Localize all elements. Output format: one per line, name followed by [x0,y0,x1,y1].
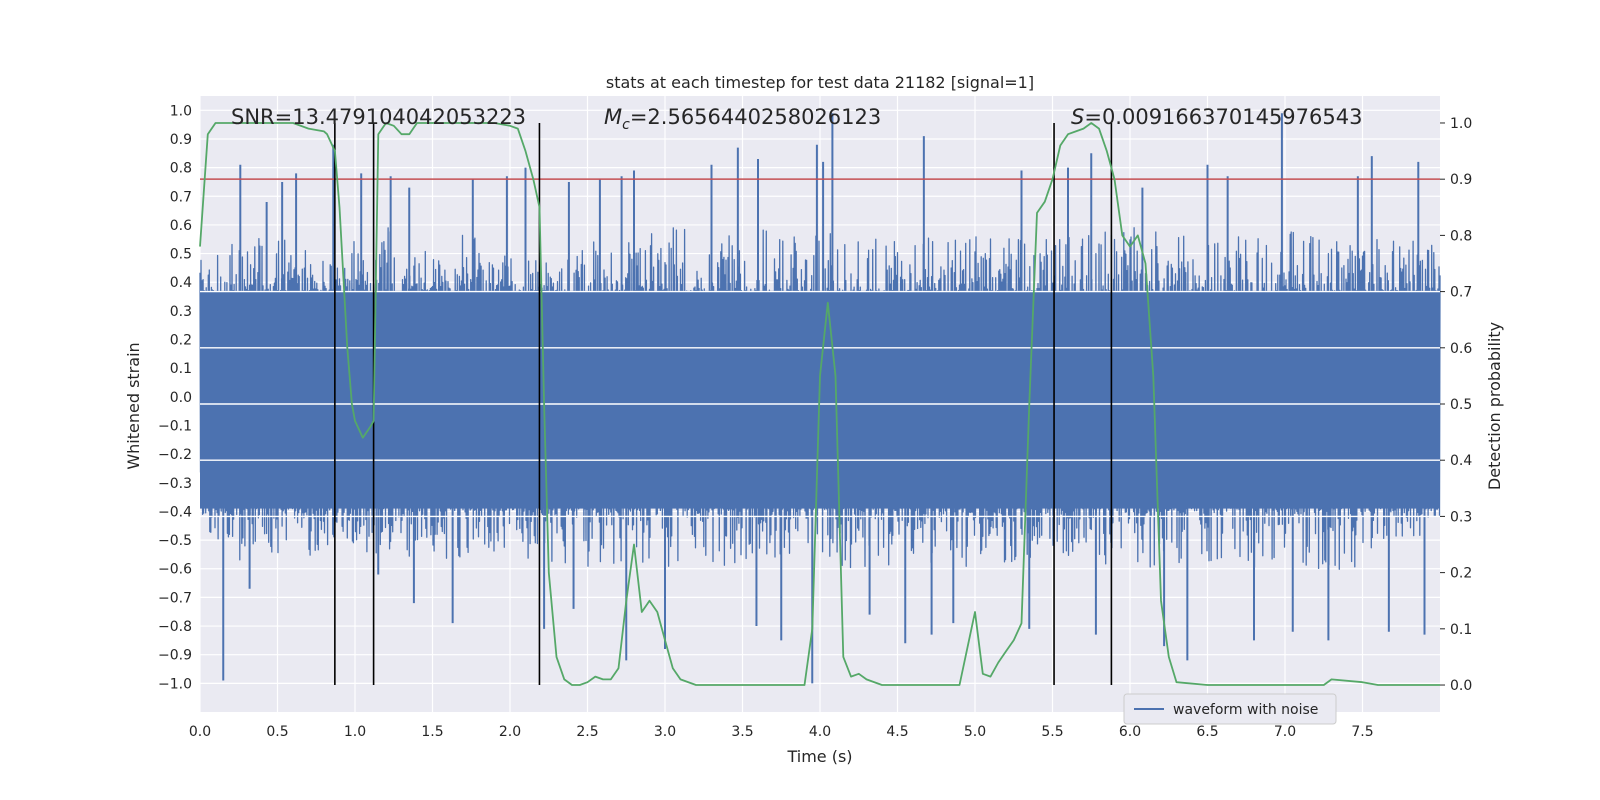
y2-ticks: 1.0 0.9 0.8 0.7 0.6 0.5 0.4 0.3 0.2 0.1 0.0 [1440,116,1472,694]
chirp-mass-symbol: M [604,105,622,129]
legend-label: waveform with noise [1173,702,1318,718]
x-tick-label: 5.5 [1041,724,1063,740]
y-tick-label: 0.5 [170,247,192,263]
x-tick-label: 2.5 [576,724,598,740]
y2-tick-label: 1.0 [1450,116,1472,132]
x-tick-label: 6.0 [1119,724,1141,740]
y-tick-label: −0.4 [158,504,192,520]
y-tick-label: −0.5 [158,533,192,549]
y2-tick-label: 0.3 [1450,509,1472,525]
x-tick-label: 0.5 [266,724,288,740]
x-tick-label: 2.0 [499,724,521,740]
x-tick-label: 7.0 [1274,724,1296,740]
y-tick-label: 0.7 [170,189,192,205]
snr-annotation: SNR=13.479104042053223 [231,105,526,129]
y-tick-label: 0.4 [170,275,192,291]
probability-line [199,122,1440,686]
legend: waveform with noise [1123,693,1337,725]
x-tick-label: 7.5 [1351,724,1373,740]
s-value: =0.009166370145976543 [1084,105,1362,129]
y-tick-label: −0.1 [158,418,192,434]
y-tick-label: −0.2 [158,447,192,463]
x-tick-label: 3.5 [731,724,753,740]
y2-tick-label: 0.8 [1450,228,1472,244]
y2-tick-label: 0.7 [1450,285,1472,301]
y-tick-label: −0.6 [158,562,192,578]
y2-tick-label: 0.2 [1450,566,1472,582]
chart-title: stats at each timestep for test data 211… [606,73,1034,92]
y-axis-label: Whitened strain [124,342,143,469]
y2-tick-label: 0.5 [1450,397,1472,413]
y-ticks: 1.0 0.9 0.8 0.7 0.6 0.5 0.4 0.3 0.2 0.1 0.0 −0.1 −0.… [158,103,192,692]
legend-box [1123,693,1337,725]
y-tick-label: 0.9 [170,132,192,148]
y2-tick-label: 0.4 [1450,453,1472,469]
x-ticks: 0.0 0.5 1.0 1.5 2.0 2.5 3.0 3.5 4.0 4.5 5.0 5.5 6.0 6… [189,724,1374,740]
y2-tick-label: 0.0 [1450,678,1472,694]
y-tick-label: 0.3 [170,304,192,320]
x-tick-label: 1.0 [344,724,366,740]
chirp-mass-value: =2.5656440258026123 [630,105,881,129]
chirp-mass-subscript: c [622,117,630,133]
s-symbol: S [1071,105,1084,129]
x-tick-label: 6.5 [1196,724,1218,740]
x-tick-label: 4.5 [886,724,908,740]
y-tick-label: −0.9 [158,648,192,664]
y-tick-label: −0.3 [158,476,192,492]
y2-tick-label: 0.1 [1450,622,1472,638]
y2-tick-label: 0.6 [1450,341,1472,357]
x-tick-label: 5.0 [964,724,986,740]
y-tick-label: −1.0 [158,676,192,692]
y-tick-label: 0.0 [170,390,192,406]
y-tick-label: 0.1 [170,361,192,377]
x-tick-label: 0.0 [189,724,211,740]
x-tick-label: 3.0 [654,724,676,740]
x-axis-label: Time (s) [786,747,852,766]
y-tick-label: −0.7 [158,590,192,606]
probability-series [199,122,1440,686]
x-tick-label: 1.5 [421,724,443,740]
y-tick-label: −0.8 [158,619,192,635]
x-tick-label: 4.0 [809,724,831,740]
y-tick-label: 0.6 [170,218,192,234]
y2-axis-label: Detection probability [1485,322,1504,490]
s-annotation: S=0.009166370145976543 [1071,105,1362,129]
y-tick-label: 0.2 [170,333,192,349]
chirp-mass-annotation: Mc=2.5656440258026123 [604,105,881,133]
y-tick-label: 1.0 [170,103,192,119]
y2-tick-label: 0.9 [1450,172,1472,188]
y-tick-label: 0.8 [170,161,192,177]
